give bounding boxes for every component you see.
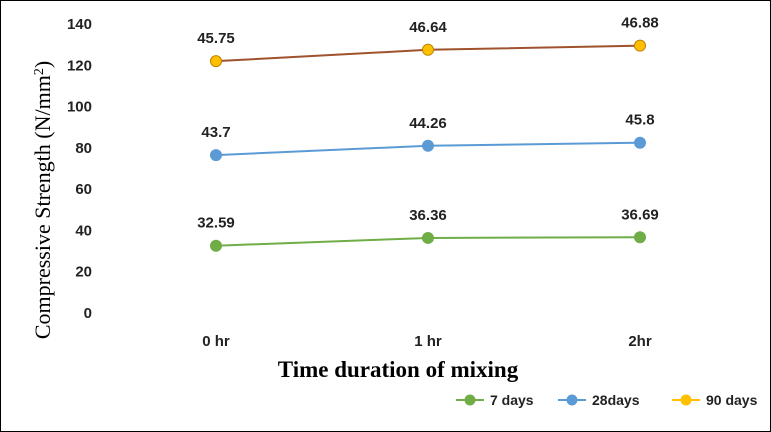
y-axis-title-sup: 2 bbox=[32, 68, 47, 75]
data-label: 32.59 bbox=[197, 215, 235, 232]
data-label: 45.75 bbox=[197, 30, 235, 47]
legend-label: 7 days bbox=[490, 392, 534, 408]
y-axis-ticks: 0 20 40 60 80 100 120 140 bbox=[67, 16, 92, 322]
y-tick-label: 60 bbox=[75, 181, 92, 198]
data-point bbox=[422, 43, 434, 56]
data-point bbox=[210, 149, 222, 162]
data-label: 46.64 bbox=[409, 19, 447, 36]
data-point bbox=[422, 139, 434, 152]
y-tick-label: 100 bbox=[67, 99, 92, 116]
legend-label: 28days bbox=[592, 392, 640, 408]
y-axis-title-close: ) bbox=[30, 61, 55, 68]
data-point bbox=[422, 231, 434, 244]
data-point bbox=[634, 39, 646, 52]
data-point bbox=[210, 55, 222, 68]
y-axis-title: Compressive Strength (N/mm2) bbox=[30, 61, 55, 339]
series-points bbox=[210, 39, 646, 252]
data-label: 36.69 bbox=[621, 206, 659, 223]
data-label: 46.88 bbox=[621, 15, 659, 32]
y-tick-label: 20 bbox=[75, 264, 92, 281]
y-tick-label: 120 bbox=[67, 57, 92, 74]
x-tick-label: 1 hr bbox=[414, 333, 442, 350]
data-label: 45.8 bbox=[625, 112, 654, 129]
legend-label: 90 days bbox=[706, 392, 758, 408]
data-labels: 32.59 36.36 36.69 43.7 44.26 45.8 45.75 46.64 46… bbox=[197, 15, 659, 232]
legend-swatch-marker bbox=[464, 394, 476, 406]
data-point bbox=[210, 239, 222, 252]
x-axis-ticks: 0 hr 1 hr 2hr bbox=[202, 333, 652, 350]
y-tick-label: 40 bbox=[75, 222, 92, 239]
data-label: 36.36 bbox=[409, 207, 447, 224]
x-axis-title: Time duration of mixing bbox=[278, 357, 519, 382]
y-axis-title-main: Compressive Strength (N/mm bbox=[30, 75, 55, 339]
y-tick-label: 0 bbox=[84, 305, 92, 322]
legend: 7 days 28days 90 days bbox=[456, 392, 758, 408]
legend-swatch-marker bbox=[680, 394, 692, 406]
x-tick-label: 2hr bbox=[628, 333, 652, 350]
y-tick-label: 80 bbox=[75, 140, 92, 157]
legend-swatch-marker bbox=[566, 394, 578, 406]
data-point bbox=[634, 231, 646, 244]
data-point bbox=[634, 136, 646, 149]
y-tick-label: 140 bbox=[67, 16, 92, 33]
data-label: 44.26 bbox=[409, 115, 447, 132]
x-tick-label: 0 hr bbox=[202, 333, 230, 350]
data-label: 43.7 bbox=[201, 124, 230, 141]
